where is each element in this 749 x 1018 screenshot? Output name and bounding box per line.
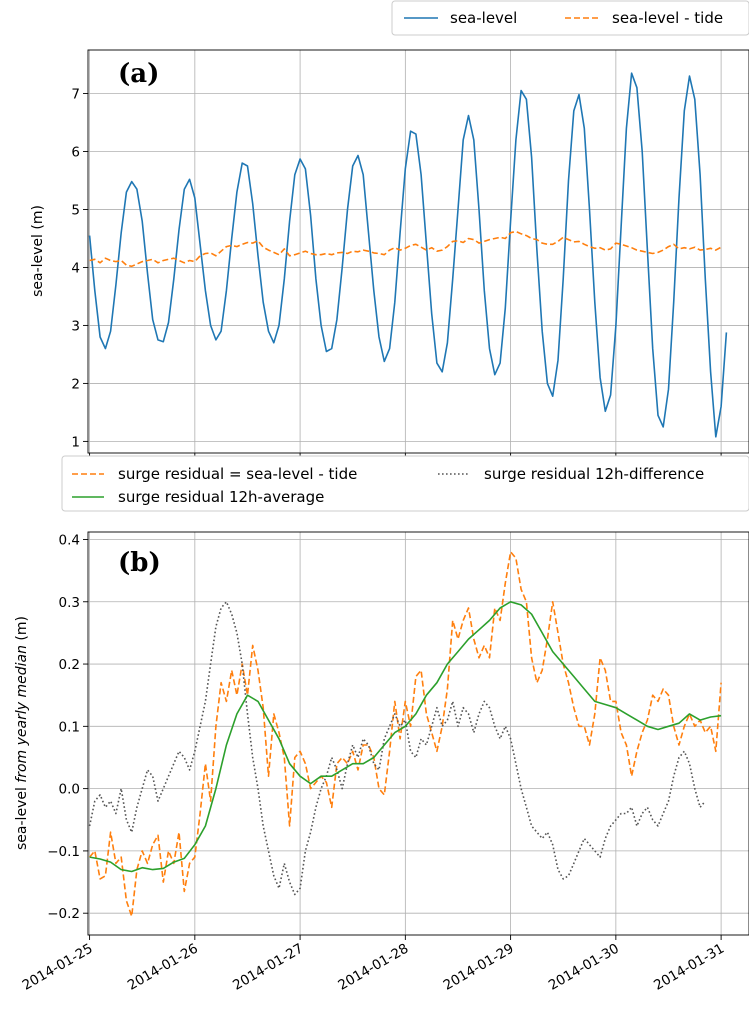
y-axis-label-a: sea-level (m) <box>30 205 46 297</box>
x-tick-label: 2014-01-26 <box>125 941 201 994</box>
y-tick-label-a: 1 <box>71 434 80 450</box>
y-ticks-b: −0.2 −0.1 0.0 0.1 0.2 0.3 0.4 <box>47 532 88 922</box>
x-tick-label: 2014-01-30 <box>546 941 622 994</box>
panel-label-b: (b) <box>118 548 161 578</box>
x-tick-label: 2014-01-25 <box>20 941 96 994</box>
y-tick-label-a: 3 <box>71 318 80 334</box>
panel-b: surge residual = sea-level - tide surge … <box>14 455 749 994</box>
legend-a: sea-level sea-level - tide <box>391 0 749 36</box>
y-tick-label-a: 7 <box>71 86 80 102</box>
series-a <box>88 72 728 438</box>
panel-label-a: (a) <box>118 59 159 89</box>
axes-frame-b <box>87 531 749 936</box>
panel-a: sea-level sea-level - tide 1 2 3 4 5 6 7 (a) s… <box>30 0 749 458</box>
y-ticks-a: 1 2 3 4 5 6 7 <box>71 86 88 450</box>
y-tick-label-b: 0.4 <box>59 532 80 548</box>
y-tick-label-b: −0.1 <box>47 844 80 860</box>
series-b <box>88 551 722 918</box>
series-line-surge-residual-sea-level-tide <box>88 551 722 918</box>
legend-a-label-sea-level: sea-level <box>450 9 517 27</box>
x-tick-label: 2014-01-27 <box>230 941 306 994</box>
legend-b-label-surge-residual: surge residual = sea-level - tide <box>118 465 357 483</box>
x-tick-label: 2014-01-31 <box>651 941 727 994</box>
legend-a-label-sea-level-tide: sea-level - tide <box>612 9 723 27</box>
legend-b-label-12h-average: surge residual 12h-average <box>118 488 324 506</box>
y-tick-label-a: 5 <box>71 202 80 218</box>
series-line-sea-level <box>88 72 728 438</box>
y-axis-label-b-italic: from yearly median <box>14 645 30 783</box>
y-axis-label-b-plain: sea-level <box>14 783 30 850</box>
y-tick-label-b: 0.1 <box>59 719 80 735</box>
y-tick-label-b: −0.2 <box>47 906 80 922</box>
x-tick-label: 2014-01-28 <box>335 941 411 994</box>
x-tick-label: 2014-01-29 <box>441 941 517 994</box>
series-line-sea-level-tide <box>89 230 722 268</box>
legend-b-label-12h-difference: surge residual 12h-difference <box>484 465 704 483</box>
y-tick-label-a: 2 <box>71 376 80 392</box>
legend-b-box <box>61 455 749 512</box>
grid-b <box>88 532 749 935</box>
y-tick-label-b: 0.2 <box>59 657 80 673</box>
series-line-surge-residual-12h-average <box>89 601 722 873</box>
y-axis-label-b-unit: (m) <box>14 616 30 645</box>
x-ticks-b: 2014-01-25 2014-01-26 2014-01-27 2014-01-28… <box>20 935 727 994</box>
y-tick-label-b: 0.3 <box>59 595 80 611</box>
legend-b: surge residual = sea-level - tide surge … <box>61 455 749 512</box>
y-axis-label-b: sea-level from yearly median (m) <box>14 616 30 850</box>
y-tick-label-b: 0.0 <box>59 782 80 798</box>
y-tick-label-a: 6 <box>71 144 80 160</box>
axes-frame-a <box>87 49 749 454</box>
y-tick-label-a: 4 <box>71 260 80 276</box>
grid-a <box>88 50 749 453</box>
